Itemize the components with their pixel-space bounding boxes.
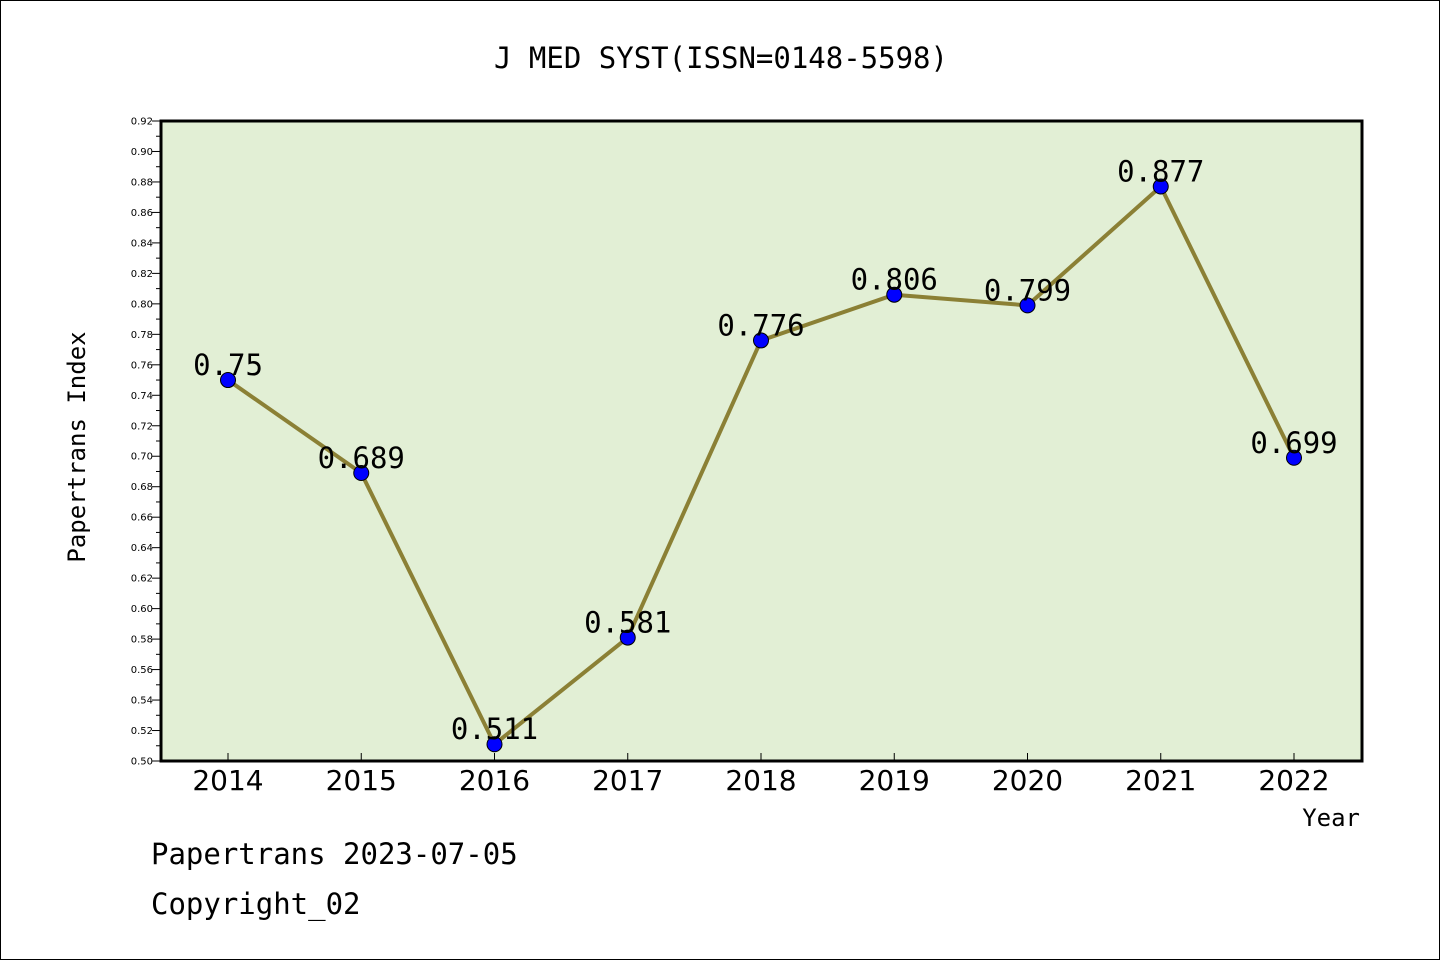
data-point-marker: [1019, 297, 1036, 314]
data-label: 0.776: [717, 308, 804, 342]
y-tick-label: 0.64: [131, 543, 153, 554]
data-point-marker: [1152, 178, 1169, 195]
data-label: 0.511: [451, 712, 538, 746]
data-point-marker: [886, 286, 903, 303]
x-tick-label: 2015: [326, 764, 397, 797]
y-tick-label: 0.68: [131, 482, 153, 493]
data-label: 0.75: [193, 348, 263, 382]
x-tick-label: 2017: [592, 764, 663, 797]
plot-area: [159, 119, 1364, 763]
data-point-marker: [753, 332, 769, 349]
y-tick-label: 0.56: [131, 665, 153, 676]
data-label: 0.699: [1250, 426, 1337, 460]
data-point-marker: [1286, 449, 1302, 466]
y-tick-label: 0.66: [131, 513, 153, 524]
data-label: 0.581: [584, 606, 671, 640]
y-tick-label: 0.58: [131, 635, 153, 646]
data-point-marker: [486, 736, 503, 753]
y-tick-label: 0.54: [131, 696, 153, 707]
y-tick-label: 0.86: [131, 208, 153, 219]
y-tick-label: 0.62: [131, 574, 153, 585]
footer-copyright: Copyright_02: [151, 887, 361, 921]
x-tick-label: 2014: [192, 764, 263, 797]
y-tick-label: 0.60: [131, 604, 153, 615]
x-tick-label: 2019: [859, 764, 930, 797]
y-tick-label: 0.92: [131, 117, 153, 128]
y-tick-label: 0.82: [131, 269, 153, 280]
footer-date: Papertrans 2023-07-05: [151, 837, 518, 871]
y-tick-label: 0.70: [131, 452, 153, 463]
data-label: 0.799: [984, 273, 1071, 307]
chart-title: J MED SYST(ISSN=0148-5598): [494, 41, 948, 75]
x-axis-label: Year: [1302, 804, 1360, 832]
y-tick-label: 0.84: [131, 238, 153, 249]
y-tick-label: 0.90: [131, 147, 153, 158]
data-point-marker: [619, 629, 636, 646]
data-label: 0.806: [851, 263, 938, 297]
x-axis: 2014 2015 2016 2017 2018 2019 2020 2021 2022: [192, 753, 1330, 797]
data-series: 0.75 0.689 0.511 0.581 0.776 0.806 0.799 0.877 0…: [193, 155, 1338, 753]
y-tick-label: 0.52: [131, 726, 153, 737]
y-tick-label: 0.88: [131, 177, 153, 188]
data-label: 0.689: [318, 441, 405, 475]
x-tick-label: 2021: [1125, 764, 1196, 797]
x-tick-label: 2018: [725, 764, 796, 797]
data-point-marker: [353, 465, 370, 481]
y-tick-label: 0.78: [131, 330, 153, 341]
y-axis: 0.50 0.52 0.54 0.56 0.58 0.60 0.62 0.64 0.66 0.68…: [131, 117, 161, 768]
y-tick-label: 0.50: [131, 757, 153, 768]
y-tick-label: 0.80: [131, 299, 153, 310]
data-label: 0.877: [1117, 155, 1204, 189]
x-tick-label: 2022: [1258, 764, 1329, 797]
y-axis-label: Papertrans Index: [63, 331, 91, 562]
y-tick-label: 0.74: [131, 391, 153, 402]
y-tick-label: 0.72: [131, 421, 153, 432]
y-tick-label: 0.76: [131, 360, 153, 371]
x-tick-label: 2020: [992, 764, 1063, 797]
data-point-marker: [220, 372, 236, 389]
x-tick-label: 2016: [459, 764, 530, 797]
